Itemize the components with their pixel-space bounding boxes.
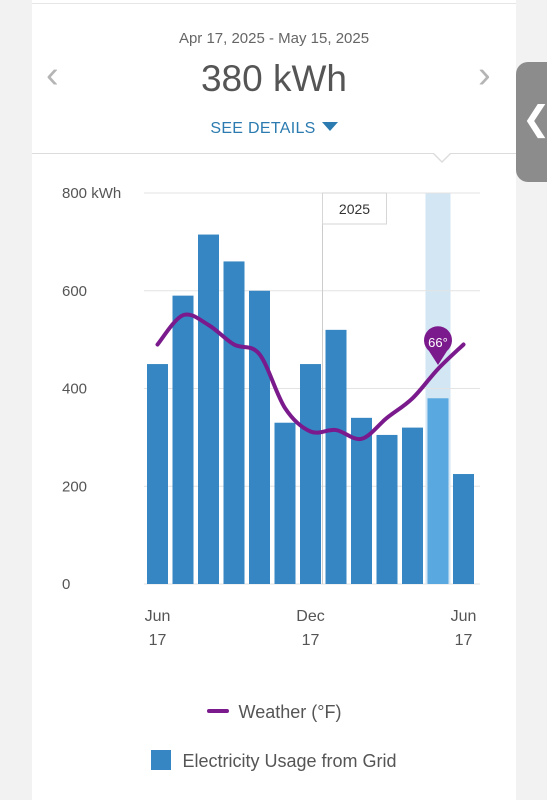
total-usage: 380 kWh [200, 58, 347, 99]
x-tick-month: Jun [451, 608, 477, 625]
header-divider [32, 153, 516, 154]
weather-pin [423, 326, 452, 365]
usage-bar [249, 290, 270, 584]
usage-bar [427, 398, 449, 584]
usage-bar [351, 417, 372, 584]
usage-bar [172, 295, 194, 584]
usage-bar [147, 364, 168, 584]
usage-bar-swatch [151, 750, 172, 770]
y-tick-label: 200 [62, 478, 87, 495]
billing-period: Apr 17, 2025 - May 15, 2025 [178, 30, 370, 47]
usage-bar [223, 261, 245, 584]
y-tick-label: 400 [62, 381, 87, 398]
x-tick-month: Dec [296, 608, 324, 625]
weather-line [155, 312, 466, 442]
weather-line-swatch [206, 709, 229, 713]
y-tick-label: 0 [62, 576, 70, 593]
legend-usage-label: Electricity Usage from Grid [182, 751, 397, 771]
usage-chart: 800 kWh 600 400 200 0 2025 66° Jun 17 Dec 17 Jun 17 [62, 185, 480, 649]
x-tick-month: Jun [145, 608, 171, 625]
usage-bar [300, 364, 321, 584]
legend-weather-label: Weather (°F) [238, 702, 342, 722]
legend-usage: Electricity Usage from Grid [32, 750, 516, 772]
see-details-label: SEE DETAILS [210, 120, 316, 137]
usage-bar [402, 427, 423, 584]
y-tick-label: 600 [62, 283, 87, 300]
previous-period-icon[interactable]: ‹ [46, 54, 59, 96]
caret-down-icon [321, 122, 338, 131]
side-panel-tab[interactable]: ❮ [516, 62, 547, 182]
next-period-icon[interactable]: › [478, 54, 491, 96]
x-tick-day: 17 [302, 632, 320, 649]
year-marker-label: 2025 [339, 201, 370, 217]
usage-bar [453, 474, 474, 584]
usage-card: Apr 17, 2025 - May 15, 2025 ‹ 380 kWh › … [32, 0, 516, 800]
x-tick-day: 17 [149, 632, 167, 649]
see-details-button[interactable]: SEE DETAILS [32, 120, 516, 138]
usage-bar [376, 434, 398, 584]
x-tick-day: 17 [455, 632, 473, 649]
y-tick-label: 800 kWh [62, 185, 121, 202]
year-marker-box [322, 192, 387, 225]
selection-pointer-fill [433, 152, 451, 161]
top-divider [32, 3, 516, 4]
usage-bar [325, 329, 347, 584]
legend-weather: Weather (°F) [32, 702, 516, 723]
chevron-left-icon: ❮ [522, 102, 547, 136]
usage-bar [274, 422, 296, 584]
weather-pin-label: 66° [428, 335, 448, 350]
usage-bar [198, 234, 219, 584]
